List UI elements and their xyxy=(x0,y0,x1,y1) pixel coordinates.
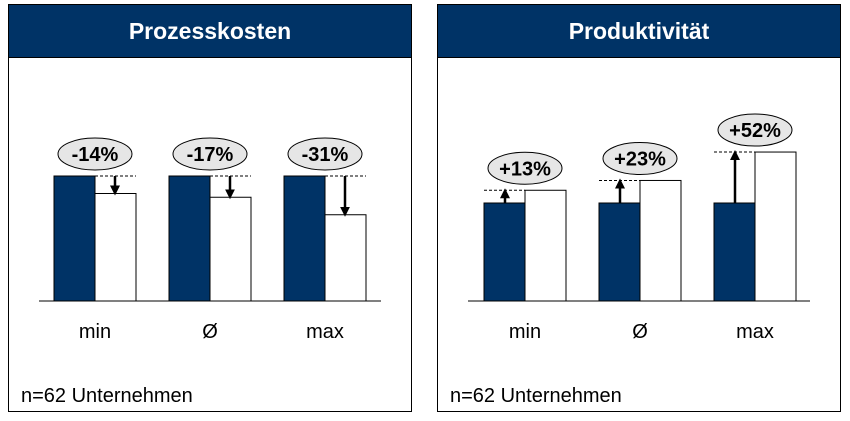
category-label-2: max xyxy=(306,321,344,343)
bar-comparison-1 xyxy=(639,179,682,302)
change-label-bubble-0 xyxy=(487,151,563,185)
chart-title: Prozesskosten xyxy=(9,5,411,58)
chart-plot-prozesskosten: -14% min -17% Ø -31% max xyxy=(39,137,381,343)
bar-baseline-1 xyxy=(598,202,641,302)
category-label-2: max xyxy=(736,321,774,343)
bar-baseline-0 xyxy=(483,202,526,302)
bar-comparison-1 xyxy=(209,196,252,302)
category-label-1: Ø xyxy=(202,321,218,343)
bar-comparison-2 xyxy=(324,214,367,302)
category-label-1: Ø xyxy=(632,321,648,343)
change-label-bubble-2 xyxy=(287,137,363,171)
chart-footnote: n=62 Unternehmen xyxy=(21,385,193,407)
change-label-bubble-0 xyxy=(57,137,133,171)
change-label-1: -17% xyxy=(187,144,234,166)
change-label-0: -14% xyxy=(72,144,119,166)
bar-baseline-0 xyxy=(53,175,96,302)
change-label-2: -31% xyxy=(302,144,349,166)
change-label-bubble-1 xyxy=(172,137,248,171)
chart-panel-prozesskosten: Prozesskosten -14% min -17% Ø -31% max n=62 U… xyxy=(8,4,412,412)
change-label-bubble-1 xyxy=(602,141,678,175)
bar-comparison-0 xyxy=(524,189,567,302)
category-label-0: min xyxy=(79,321,111,343)
chart-panel-produktivitaet: Produktivität +13% min +23% Ø +52% max n=62 U… xyxy=(437,4,841,412)
bar-baseline-2 xyxy=(713,202,756,302)
bar-baseline-2 xyxy=(283,175,326,302)
chart-plot-produktivitaet: +13% min +23% Ø +52% max xyxy=(468,113,810,343)
chart-footnote: n=62 Unternehmen xyxy=(450,385,622,407)
change-label-2: +52% xyxy=(729,120,781,142)
change-label-1: +23% xyxy=(614,148,666,170)
change-label-0: +13% xyxy=(499,158,551,180)
category-label-0: min xyxy=(509,321,541,343)
bar-comparison-2 xyxy=(754,151,797,302)
chart-title: Produktivität xyxy=(438,5,840,58)
bar-comparison-0 xyxy=(94,193,137,302)
change-label-bubble-2 xyxy=(717,113,793,147)
bar-baseline-1 xyxy=(168,175,211,302)
